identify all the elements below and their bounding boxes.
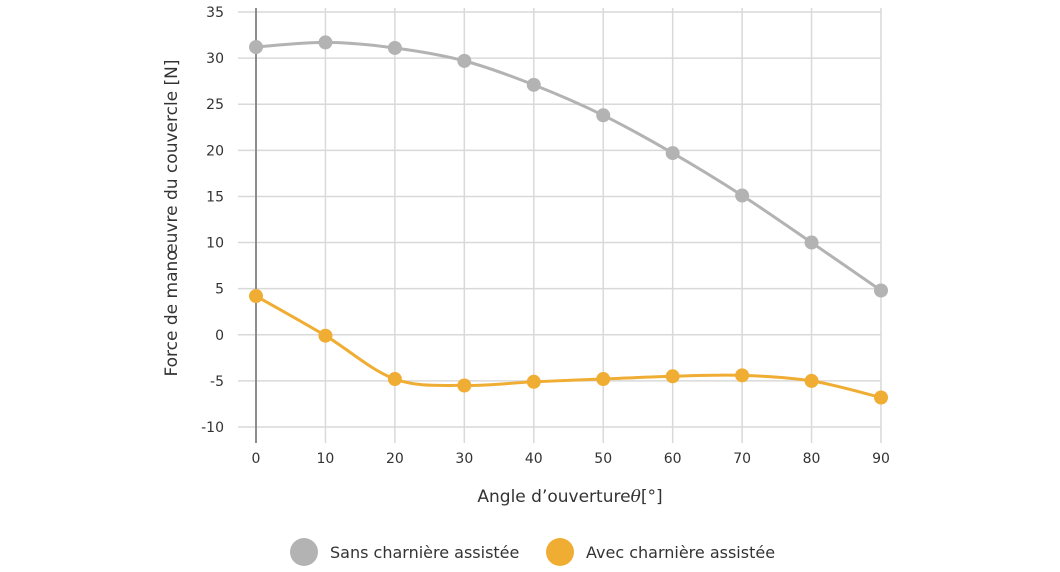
data-point-series-2[interactable]	[596, 372, 611, 387]
data-point-series-1[interactable]	[665, 146, 680, 161]
data-point-series-1[interactable]	[804, 235, 819, 250]
data-point-series-1[interactable]	[735, 188, 750, 203]
y-tick-label: 10	[206, 236, 224, 252]
series-line-1	[255, 40, 882, 292]
y-tick-label: 0	[215, 328, 224, 344]
y-tick-label: -5	[210, 374, 224, 390]
x-axis-title-text: Angle d’ouverture	[477, 487, 630, 507]
y-tick-label: 35	[206, 5, 224, 21]
x-axis-symbol: θ	[631, 487, 641, 507]
data-point-series-1[interactable]	[249, 40, 263, 55]
y-tick-label: 20	[206, 143, 224, 159]
data-point-series-2[interactable]	[526, 374, 541, 389]
legend: Sans charnière assistée Avec charnière a…	[0, 537, 1060, 567]
data-point-series-2[interactable]	[804, 373, 819, 388]
data-point-series-1[interactable]	[526, 77, 541, 92]
y-axis-title: Force de manœuvre du couvercle [N]	[162, 59, 182, 376]
data-point-series-2[interactable]	[387, 372, 402, 387]
data-point-series-2[interactable]	[735, 368, 750, 383]
x-axis-title: Angle d’ouvertureθ[°]	[477, 487, 662, 507]
data-point-series-2[interactable]	[318, 328, 333, 343]
y-tick-label: 5	[215, 282, 224, 298]
data-point-series-1[interactable]	[318, 35, 333, 50]
legend-label-series-2: Avec charnière assistée	[586, 542, 776, 562]
x-tick-label: 70	[733, 451, 751, 467]
data-point-series-2[interactable]	[874, 390, 888, 405]
legend-item-series-2[interactable]: Avec charnière assistée	[546, 537, 775, 567]
legend-item-series-1[interactable]: Sans charnière assistée	[290, 537, 519, 567]
tick-labels: -10 -5 0 5 10 15 20 25 30 35 0 10 20 30 40 50 60 70 80 90	[201, 5, 890, 467]
x-tick-label: 90	[872, 451, 890, 467]
data-point-series-1[interactable]	[387, 40, 402, 55]
x-tick-label: 0	[252, 451, 261, 467]
y-tick-label: 30	[206, 51, 224, 67]
legend-marker-series-1	[290, 538, 318, 566]
data-point-series-2[interactable]	[665, 369, 680, 384]
y-tick-label: 15	[206, 189, 224, 205]
data-point-series-1[interactable]	[457, 53, 472, 68]
data-point-series-1[interactable]	[596, 108, 611, 123]
x-tick-label: 10	[317, 451, 335, 467]
series-group	[249, 35, 888, 405]
x-tick-label: 40	[525, 451, 543, 467]
x-tick-label: 60	[664, 451, 682, 467]
y-tick-label: -10	[201, 420, 224, 436]
x-tick-label: 20	[386, 451, 404, 467]
line-chart: -10 -5 0 5 10 15 20 25 30 35 0 10 20 30 40 50 60 70 80 90 F…	[162, 5, 890, 507]
x-tick-label: 80	[803, 451, 821, 467]
data-point-series-2[interactable]	[457, 378, 472, 393]
legend-marker-series-2	[546, 538, 574, 566]
x-axis-unit: [°]	[641, 487, 663, 507]
data-point-series-2[interactable]	[249, 289, 263, 304]
y-tick-label: 25	[206, 97, 224, 113]
x-tick-label: 50	[594, 451, 612, 467]
legend-label-series-1: Sans charnière assistée	[330, 542, 520, 562]
series-line-2	[255, 294, 882, 399]
data-point-series-1[interactable]	[874, 283, 888, 298]
x-tick-label: 30	[455, 451, 473, 467]
